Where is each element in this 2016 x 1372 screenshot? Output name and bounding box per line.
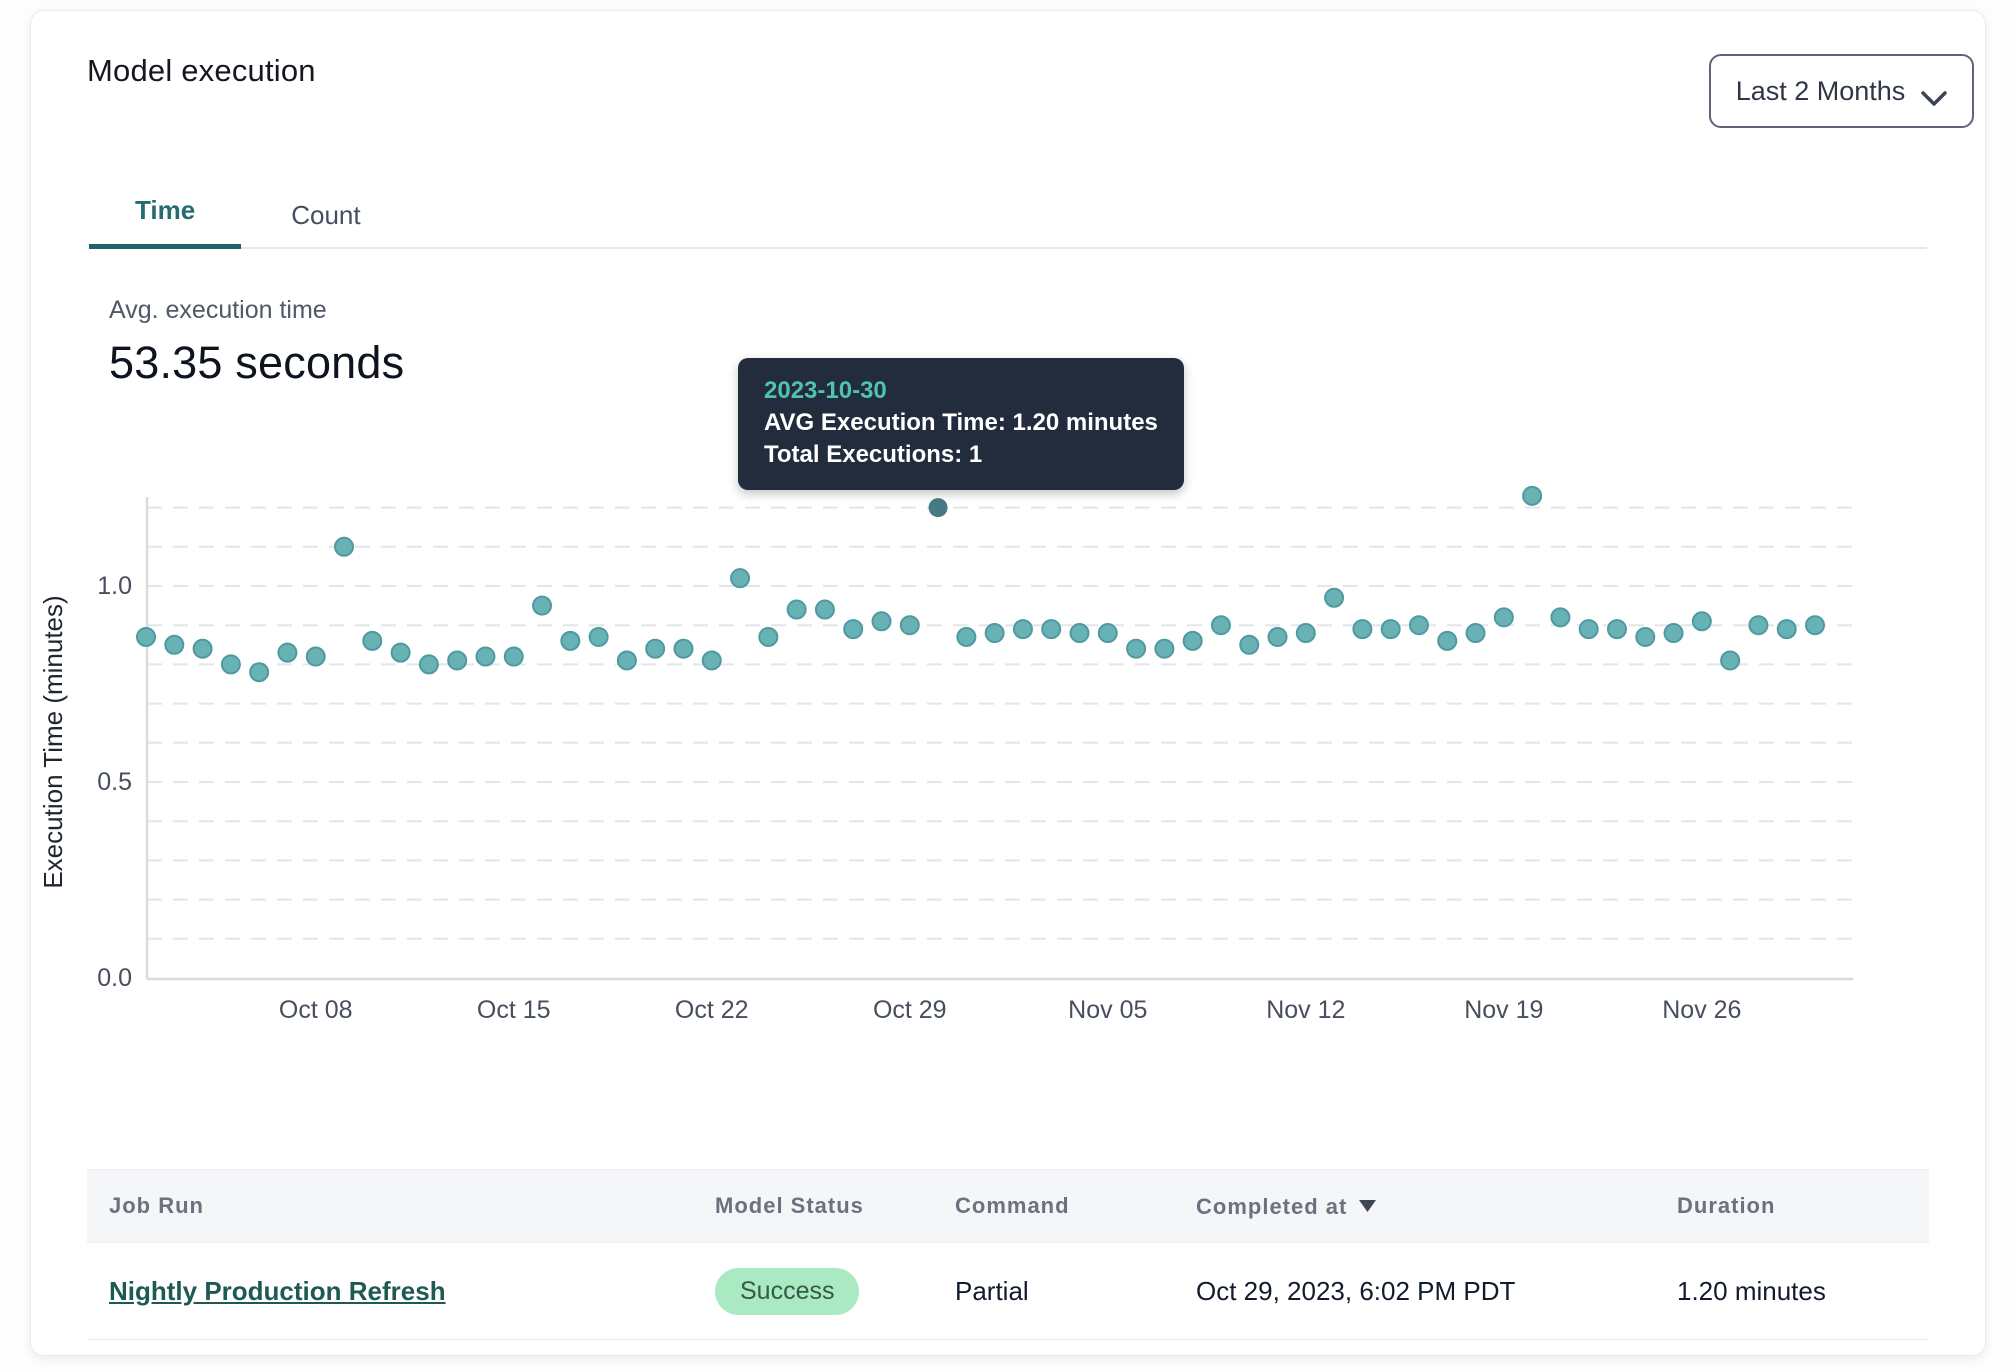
column-header-completed-at[interactable]: Completed at — [1196, 1192, 1677, 1220]
command-cell: Partial — [955, 1275, 1029, 1306]
job-run-link[interactable]: Nightly Production Refresh — [109, 1275, 446, 1306]
chart-tabs: Time Count — [89, 181, 1927, 249]
avg-execution-stat: Avg. execution time 53.35 seconds — [109, 296, 404, 389]
model-execution-card: Model execution Last 2 Months Time Count… — [30, 10, 1986, 1356]
chart-tooltip: 2023-10-30 AVG Execution Time: 1.20 minu… — [738, 358, 1184, 490]
table-row: Nightly Production Refresh Success Parti… — [87, 1243, 1929, 1340]
page-title: Model execution — [87, 53, 316, 88]
period-selector-label: Last 2 Months — [1735, 75, 1906, 106]
column-header-command[interactable]: Command — [955, 1193, 1070, 1218]
tooltip-date: 2023-10-30 — [764, 377, 887, 404]
stat-label: Avg. execution time — [109, 296, 327, 324]
column-header-duration[interactable]: Duration — [1677, 1193, 1776, 1218]
duration-cell: 1.20 minutes — [1677, 1275, 1826, 1306]
tooltip-total-line: Total Executions: 1 — [764, 441, 983, 468]
tooltip-avg-line: AVG Execution Time: 1.20 minutes — [764, 409, 1158, 436]
tab-count[interactable]: Count — [291, 200, 361, 230]
completed-at-cell: Oct 29, 2023, 6:02 PM PDT — [1196, 1275, 1516, 1306]
tab-time[interactable]: Time — [89, 181, 242, 249]
period-selector-dropdown[interactable]: Last 2 Months — [1709, 54, 1974, 128]
chevron-down-icon — [1921, 83, 1948, 106]
column-header-job-run[interactable]: Job Run — [109, 1193, 204, 1218]
table-header-row: Job Run Model Status Command Completed a… — [87, 1169, 1929, 1243]
stat-value: 53.35 seconds — [109, 337, 405, 388]
column-header-model-status[interactable]: Model Status — [715, 1193, 864, 1218]
sort-desc-icon — [1359, 1192, 1377, 1218]
status-badge: Success — [715, 1267, 860, 1315]
job-runs-table: Job Run Model Status Command Completed a… — [87, 1169, 1929, 1340]
